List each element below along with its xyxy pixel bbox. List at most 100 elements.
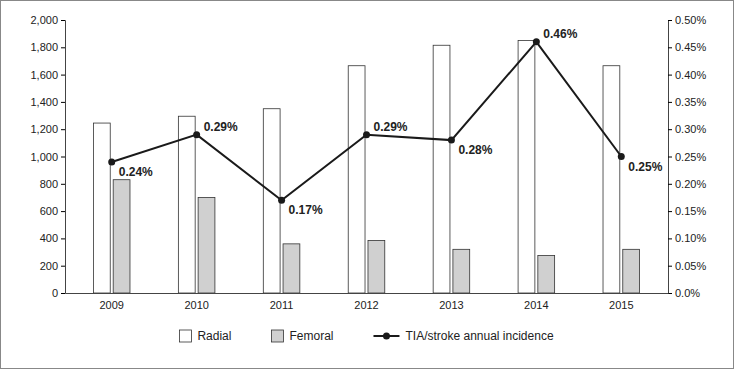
bar xyxy=(198,197,215,293)
legend-item: Femoral xyxy=(271,329,333,343)
y-tick-mark xyxy=(61,238,65,239)
data-label: 0.29% xyxy=(204,120,238,134)
legend-label: Radial xyxy=(197,329,231,343)
bar xyxy=(348,66,365,293)
y-tick-label: 800 xyxy=(40,178,58,190)
y-tick-mark xyxy=(61,184,65,185)
y-tick-label: 1,400 xyxy=(30,96,58,108)
bar xyxy=(453,249,470,293)
y-tick: 1,400 xyxy=(30,96,65,108)
y-tick-label: 200 xyxy=(40,260,58,272)
x-tick: 2009 xyxy=(99,299,123,311)
bar xyxy=(538,255,555,293)
y2-tick-label: 0.25% xyxy=(675,151,706,163)
y2-tick-label: 0.05% xyxy=(675,260,706,272)
legend-item: TIA/stroke annual incidence xyxy=(373,329,553,343)
bar xyxy=(518,40,535,293)
x-axis-line xyxy=(66,293,669,294)
data-label: 0.28% xyxy=(458,143,492,157)
y2-tick-mark xyxy=(668,238,672,239)
x-tick-label: 2013 xyxy=(439,299,463,311)
y2-tick-label: 0.35% xyxy=(675,96,706,108)
legend-label: Femoral xyxy=(289,329,333,343)
y2-tick-label: 0.45% xyxy=(675,41,706,53)
line-point xyxy=(108,158,115,165)
legend-swatch xyxy=(271,330,283,342)
y2-tick-label: 0.15% xyxy=(675,205,706,217)
bar xyxy=(603,66,620,293)
legend: Radial Femoral TIA/stroke annual incidence xyxy=(179,329,553,343)
y-tick-label: 600 xyxy=(40,205,58,217)
x-axis: 2009 2010 2011 2012 2013 2014 2015 xyxy=(66,294,669,311)
y2-tick: 0.05% xyxy=(668,260,706,272)
y2-tick: 0.10% xyxy=(668,232,706,244)
legend-item: Radial xyxy=(179,329,231,343)
x-tick-label: 2010 xyxy=(184,299,208,311)
y-tick-label: 0 xyxy=(52,287,58,299)
bar xyxy=(368,240,385,293)
y2-tick-mark xyxy=(668,129,672,130)
y-tick-label: 1,000 xyxy=(30,151,58,163)
y2-tick-mark xyxy=(668,75,672,76)
y-tick-label: 1,800 xyxy=(30,41,58,53)
y2-tick: 0.30% xyxy=(668,123,706,135)
bar xyxy=(623,249,640,293)
plot: 0 200 400 600 800 1,000 1,200 1,400 1,600 1,800 2,… xyxy=(30,14,706,311)
x-tick-label: 2011 xyxy=(270,299,294,311)
y-tick-mark xyxy=(61,47,65,48)
legend-label: TIA/stroke annual incidence xyxy=(405,329,553,343)
y-tick-mark xyxy=(61,20,65,21)
y-tick: 800 xyxy=(40,178,65,190)
y2-tick-mark xyxy=(668,266,672,267)
line-point xyxy=(448,137,455,144)
line-point xyxy=(618,153,625,160)
y-tick-mark xyxy=(61,102,65,103)
y-tick-label: 1,200 xyxy=(30,123,58,135)
y-axis-line xyxy=(61,21,66,294)
y2-tick-mark xyxy=(668,47,672,48)
y2-tick-label: 0.40% xyxy=(675,69,706,81)
data-label: 0.46% xyxy=(543,27,577,41)
x-tick: 2013 xyxy=(439,299,463,311)
y-tick-label: 2,000 xyxy=(30,14,58,26)
bar xyxy=(283,244,300,293)
y-tick-mark xyxy=(61,129,65,130)
y2-tick-mark xyxy=(668,293,672,294)
x-tick: 2015 xyxy=(609,299,633,311)
y-tick: 1,200 xyxy=(30,123,65,135)
y2-tick-label: 0.0% xyxy=(675,287,700,299)
data-label: 0.25% xyxy=(628,160,662,174)
y-tick: 0 xyxy=(52,287,65,299)
bar xyxy=(263,109,280,293)
bar xyxy=(113,180,130,293)
y-tick-mark xyxy=(61,157,65,158)
y2-tick-label: 0.50% xyxy=(675,14,706,26)
x-tick: 2011 xyxy=(270,299,294,311)
marks xyxy=(93,38,639,293)
legend-swatch xyxy=(179,330,191,342)
chart: 0 200 400 600 800 1,000 1,200 1,400 1,600 1,800 2,… xyxy=(0,0,734,369)
y2-tick: 0.20% xyxy=(668,178,706,190)
y2-tick: 0.35% xyxy=(668,96,706,108)
data-label: 0.29% xyxy=(374,120,408,134)
x-tick-label: 2015 xyxy=(609,299,633,311)
x-tick-label: 2014 xyxy=(524,299,548,311)
y-tick: 2,000 xyxy=(30,14,65,26)
x-tick: 2012 xyxy=(354,299,378,311)
y2-tick: 0.50% xyxy=(668,14,706,26)
y2-axis: 0.0% 0.05% 0.10% 0.15% 0.20% 0.25% 0.30% 0.35% 0… xyxy=(668,14,706,299)
line-point xyxy=(533,38,540,45)
legend-swatch xyxy=(383,333,390,340)
y-tick: 400 xyxy=(40,232,65,244)
y2-tick-mark xyxy=(668,211,672,212)
bar xyxy=(178,116,195,293)
y2-axis-line xyxy=(669,21,673,294)
line-point xyxy=(193,131,200,138)
y-tick-mark xyxy=(61,266,65,267)
bar xyxy=(93,123,110,293)
y-tick: 1,000 xyxy=(30,151,65,163)
y-axis: 0 200 400 600 800 1,000 1,200 1,400 1,600 1,800 2,… xyxy=(30,14,65,299)
data-labels: 0.24%0.29%0.17%0.29%0.28%0.46%0.25% xyxy=(119,27,663,217)
y-tick: 1,600 xyxy=(30,69,65,81)
y2-tick-label: 0.20% xyxy=(675,178,706,190)
